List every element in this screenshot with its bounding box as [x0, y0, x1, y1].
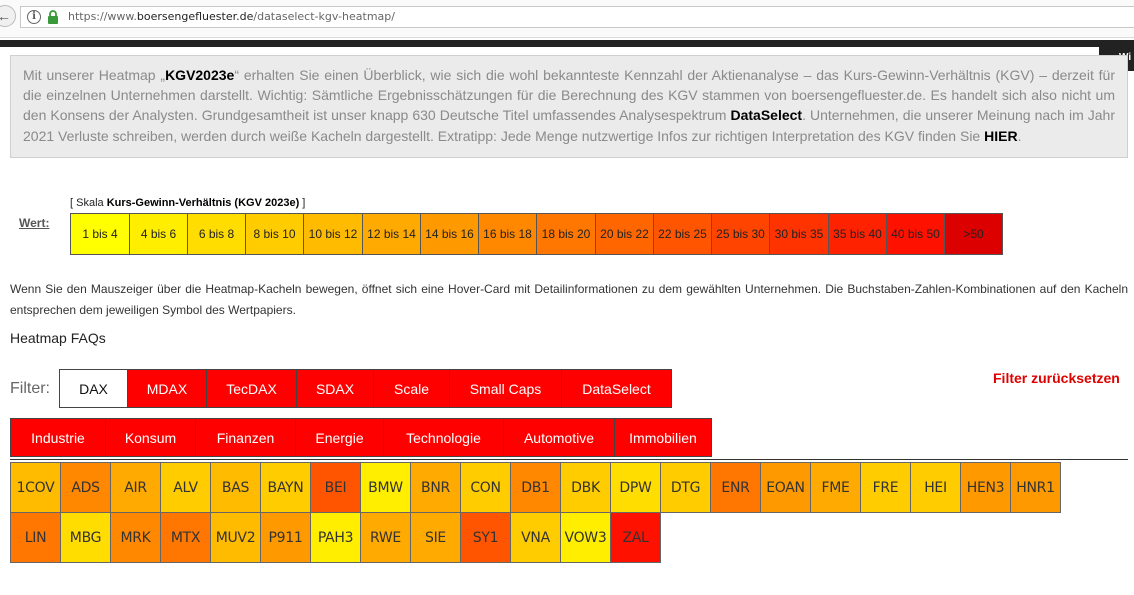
- filter-tab-scale[interactable]: Scale: [373, 369, 450, 408]
- heatmap-tile[interactable]: BAYN: [260, 462, 311, 513]
- scale-caption: [ Skala Kurs-Gewinn-Verhältnis (KGV 2023…: [70, 197, 306, 209]
- heatmap-tile[interactable]: DB1: [510, 462, 561, 513]
- heatmap-tile[interactable]: MRK: [110, 512, 161, 563]
- scale-cell: 20 bis 22: [595, 213, 654, 255]
- sector-tab-automotive[interactable]: Automotive: [503, 418, 615, 457]
- heatmap-tile[interactable]: ZAL: [610, 512, 661, 563]
- heatmap-row: LIN MBG MRK MTX MUV2 P911 PAH3 RWE SIE SY1 VNA VOW3…: [10, 512, 1082, 563]
- heatmap-tile[interactable]: DPW: [610, 462, 661, 513]
- scale-cell: 16 bis 18: [478, 213, 537, 255]
- info-icon[interactable]: i: [27, 10, 41, 24]
- heatmap-tile[interactable]: HEN3: [960, 462, 1011, 513]
- heatmap-tile[interactable]: ENR: [710, 462, 761, 513]
- sector-tab-energie[interactable]: Energie: [295, 418, 384, 457]
- heatmap-row: 1COV ADS AIR ALV BAS BAYN BEI BMW BNR CON DB1 DBK DP…: [10, 462, 1082, 513]
- scale-cell: 35 bis 40: [828, 213, 887, 255]
- dataselect-link[interactable]: DataSelect: [730, 107, 803, 124]
- heatmap-tile[interactable]: SIE: [410, 512, 461, 563]
- filter-tab-tecdax[interactable]: TecDAX: [206, 369, 297, 408]
- heatmap-tile[interactable]: BAS: [210, 462, 261, 513]
- scale-cell: 4 bis 6: [129, 213, 188, 255]
- sector-tab-industrie[interactable]: Industrie: [10, 418, 106, 457]
- filter-tab-small-caps[interactable]: Small Caps: [449, 369, 562, 408]
- back-arrow-icon[interactable]: ←: [0, 5, 16, 27]
- heatmap-tile[interactable]: MTX: [160, 512, 211, 563]
- heatmap-tile[interactable]: BEI: [310, 462, 361, 513]
- heatmap-tile[interactable]: PAH3: [310, 512, 361, 563]
- heatmap-tile[interactable]: LIN: [10, 512, 61, 563]
- heatmap-tile[interactable]: HEI: [910, 462, 961, 513]
- scale-cell: 8 bis 10: [245, 213, 304, 255]
- intro-box: Mit unserer Heatmap „KGV2023e“ erhalten …: [10, 55, 1128, 158]
- scale-cell: 30 bis 35: [769, 213, 829, 255]
- heatmap-tile[interactable]: CON: [460, 462, 511, 513]
- url-text: https://www.boersengefluester.de/datasel…: [68, 10, 395, 23]
- scale-cell: >50: [944, 213, 1003, 255]
- heatmap-tile[interactable]: HNR1: [1010, 462, 1061, 513]
- scale-cell: 22 bis 25: [653, 213, 712, 255]
- heatmap-tile[interactable]: AIR: [110, 462, 161, 513]
- heatmap-tile[interactable]: DBK: [560, 462, 611, 513]
- scale-cell: 14 bis 16: [420, 213, 479, 255]
- wert-label: Wert:: [19, 216, 50, 230]
- hier-link[interactable]: HIER: [984, 127, 1018, 144]
- filter-tab-dataselect[interactable]: DataSelect: [561, 369, 672, 408]
- scale-cell: 1 bis 4: [70, 213, 130, 255]
- heatmap-tile[interactable]: 1COV: [10, 462, 61, 513]
- scale-cell: 6 bis 8: [187, 213, 246, 255]
- filter-tab-dax[interactable]: DAX: [59, 369, 128, 408]
- heatmap-tile[interactable]: BNR: [410, 462, 461, 513]
- sector-tab-immobilien[interactable]: Immobilien: [614, 418, 712, 457]
- heatmap-tile[interactable]: FRE: [860, 462, 911, 513]
- heatmap-tile[interactable]: P911: [260, 512, 311, 563]
- browser-address-bar: ← i https://www.boersengefluester.de/dat…: [0, 0, 1134, 38]
- filter-tab-mdax[interactable]: MDAX: [127, 369, 207, 408]
- heatmap-tile[interactable]: FME: [810, 462, 861, 513]
- heatmap-tile[interactable]: EOAN: [760, 462, 811, 513]
- heatmap-tile[interactable]: MUV2: [210, 512, 261, 563]
- kgv-heatmap: 1COV ADS AIR ALV BAS BAYN BEI BMW BNR CON DB1 DBK DP…: [10, 462, 1082, 563]
- divider: [10, 459, 1128, 460]
- scale-cell: 12 bis 14: [362, 213, 421, 255]
- filter-reset-link[interactable]: Filter zurücksetzen: [993, 370, 1120, 386]
- sector-filter-tabs: Industrie Konsum Finanzen Energie Technologi…: [10, 418, 712, 457]
- scale-cell: 40 bis 50: [886, 213, 945, 255]
- hover-explanation: Wenn Sie den Mauszeiger über die Heatmap…: [10, 282, 1128, 317]
- heatmap-tile[interactable]: RWE: [360, 512, 411, 563]
- filter-label: Filter:: [10, 380, 50, 397]
- heatmap-faq-link[interactable]: Heatmap FAQs: [10, 330, 106, 346]
- sector-tab-konsum[interactable]: Konsum: [105, 418, 196, 457]
- site-top-bar: [0, 40, 1134, 47]
- heatmap-tile[interactable]: BMW: [360, 462, 411, 513]
- sector-tab-technologie[interactable]: Technologie: [383, 418, 504, 457]
- lock-icon: [48, 10, 58, 24]
- heatmap-tile[interactable]: VNA: [510, 512, 561, 563]
- heatmap-tile[interactable]: SY1: [460, 512, 511, 563]
- heatmap-tile[interactable]: MBG: [60, 512, 111, 563]
- url-field[interactable]: i https://www.boersengefluester.de/datas…: [20, 6, 1134, 28]
- filter-tab-sdax[interactable]: SDAX: [296, 369, 374, 408]
- scale-cell: 25 bis 30: [711, 213, 770, 255]
- scale-cell: 18 bis 20: [536, 213, 596, 255]
- index-filter-tabs: DAX MDAX TecDAX SDAX Scale Small Caps DataSele…: [59, 369, 672, 408]
- scale-cell: 10 bis 12: [303, 213, 363, 255]
- heatmap-tile[interactable]: VOW3: [560, 512, 611, 563]
- heatmap-tile[interactable]: ADS: [60, 462, 111, 513]
- heatmap-tile[interactable]: ALV: [160, 462, 211, 513]
- heatmap-name: KGV2023e: [165, 67, 235, 83]
- heatmap-tile[interactable]: DTG: [660, 462, 711, 513]
- sector-tab-finanzen[interactable]: Finanzen: [195, 418, 296, 457]
